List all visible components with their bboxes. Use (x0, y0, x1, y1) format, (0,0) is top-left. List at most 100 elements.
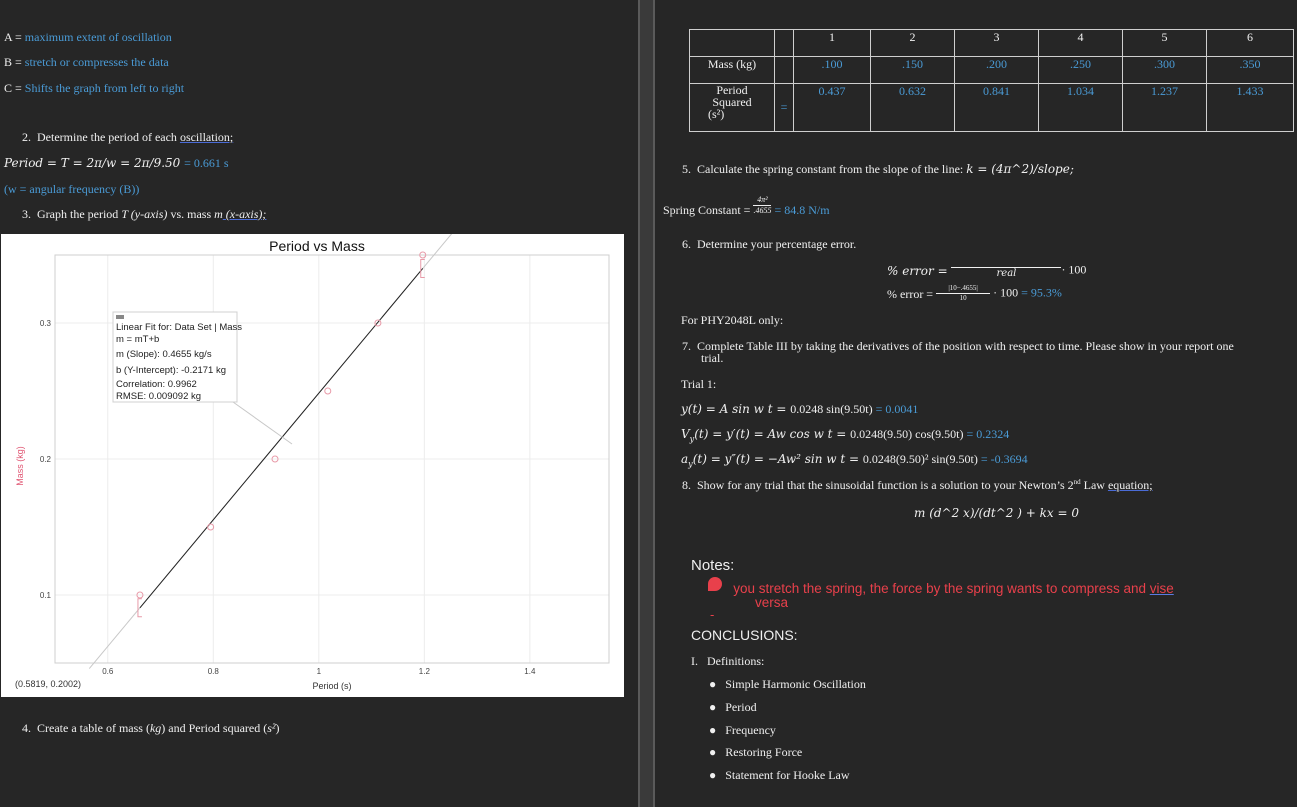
period-vs-mass-chart[interactable]: Period vs Mass 0.1 0.2 0.3 0.6 0.8 1 1.2 1.4 M… (1, 225, 624, 697)
fit-box-handle-icon[interactable] (116, 315, 124, 319)
bullet-item: ● Simple Harmonic Oscillation (709, 677, 866, 691)
table-header-cell: 3 (954, 29, 1039, 57)
table-cell: .100 (793, 56, 871, 84)
table-header-cell: 5 (1122, 29, 1207, 57)
row-label-line: Period (716, 83, 748, 97)
table-cell: .150 (870, 56, 955, 84)
table-corner-cell (689, 29, 775, 57)
row-label-line: Squared (712, 95, 752, 109)
mass-period-table: 1 2 3 4 5 6 Mass (kg) .100 .150 .200 .25… (689, 29, 1294, 132)
table-cell: .200 (954, 56, 1039, 84)
table-row: Mass (kg) .100 .150 .200 .250 .300 .350 (689, 56, 1294, 84)
error-denominator: 10 (959, 294, 967, 302)
data-point (271, 455, 279, 463)
bullet-item: ● Period (709, 700, 757, 714)
def-b: B = stretch or compresses the data (4, 55, 169, 69)
table-cell: 0.841 (954, 83, 1039, 132)
question-4: 4. Create a table of mass (kg) and Perio… (22, 721, 280, 735)
x-tick-label: 0.6 (102, 667, 114, 676)
table-cell: .300 (1122, 56, 1207, 84)
spring-numerator: 4π² (753, 195, 772, 206)
table-header-cell: 6 (1206, 29, 1294, 57)
right-page: 1 2 3 4 5 6 Mass (kg) .100 .150 .200 .25… (655, 0, 1297, 807)
data-point (419, 251, 427, 259)
table-header-cell: 4 (1038, 29, 1123, 57)
data-point (374, 319, 382, 327)
table-row-label: Mass (kg) (689, 56, 775, 84)
row-label-line: (s²) (708, 107, 725, 121)
fit-box-line: m (Slope): 0.4655 kg/s (116, 349, 212, 360)
table-eq-sign: = (774, 83, 794, 132)
note-1-cont: versa (755, 595, 789, 610)
bullet-item: ● Frequency (709, 723, 776, 737)
definitions-heading: I. Definitions: (691, 654, 765, 668)
position-equation: y(t) = A sin w t = 0.0248 sin(9.50t) = 0… (681, 402, 919, 416)
x-tick-label: 1 (317, 667, 322, 676)
question-3: 3. Graph the period T (y-axis) vs. mass … (22, 207, 267, 221)
def-a: A = maximum extent of oscillation (4, 30, 172, 44)
error-numerator: |10−.4655| (936, 284, 991, 294)
error-calculation: % error = |10−.4655| 10 · 100 = 95.3% (887, 284, 1062, 302)
table-eq-cell (774, 29, 794, 57)
fit-guide-line (88, 225, 460, 669)
x-tick-label: 1.2 (419, 667, 431, 676)
table-eq-cell (774, 56, 794, 84)
question-6: 6. Determine your percentage error. (682, 237, 857, 251)
chart-svg: Period vs Mass 0.1 0.2 0.3 0.6 0.8 1 1.2 1.4 M… (15, 225, 610, 691)
bullet-item: ● Restoring Force (709, 745, 803, 759)
data-point (136, 591, 144, 599)
error-formula: % error = real · 100 (887, 262, 1087, 279)
plot-frame (54, 254, 610, 664)
trial-label: Trial 1: (681, 377, 717, 391)
x-tick-label: 1.4 (524, 667, 536, 676)
data-point (324, 387, 332, 395)
fit-range-bracket (420, 258, 425, 278)
table-row-label: Period Squared (s²) (689, 83, 775, 132)
fit-range-bracket (137, 598, 142, 618)
table-cell: .250 (1038, 56, 1123, 84)
page-divider (638, 0, 655, 807)
x-tick-labels: 0.6 0.8 1 1.2 1.4 (102, 667, 536, 676)
question-5: 5. Calculate the spring constant from th… (682, 162, 1074, 176)
table-header-cell: 2 (870, 29, 955, 57)
x-axis-label: Period (s) (312, 681, 351, 691)
error-denominator: real (996, 268, 1017, 279)
acceleration-equation: ay(t) = y″(t) = −Aw² sin w t = 0.0248(9.… (681, 452, 1028, 469)
table-cell: .350 (1206, 56, 1294, 84)
table-row: Period Squared (s²) = 0.437 0.632 0.841 … (689, 83, 1294, 132)
table-cell: 1.237 (1122, 83, 1207, 132)
y-tick-label: 0.1 (40, 591, 52, 600)
table-header-cell: 1 (793, 29, 871, 57)
left-page: A = maximum extent of oscillation B = st… (0, 0, 638, 807)
fit-box-leader (232, 401, 293, 445)
phy-note: For PHY2048L only: (681, 313, 784, 327)
pin-marker-icon[interactable] (708, 577, 722, 591)
y-tick-label: 0.3 (40, 319, 52, 328)
def-c: C = Shifts the graph from left to right (4, 81, 185, 95)
table-cell: 0.437 (793, 83, 871, 132)
table-cell: 0.632 (870, 83, 955, 132)
angular-frequency-note: (w = angular frequency (B)) (4, 182, 140, 196)
data-point (207, 523, 215, 531)
table-cell: 1.433 (1206, 83, 1294, 132)
spring-denominator: .4655 (753, 206, 772, 215)
question-2: 2. Determine the period of each oscillat… (22, 130, 234, 144)
fit-box-line: m = mT+b (116, 334, 159, 345)
question-8: 8. Show for any trial that the sinusoida… (682, 478, 1153, 492)
fit-box-line: Correlation: 0.9962 (116, 379, 197, 390)
y-tick-labels: 0.1 0.2 0.3 (40, 319, 52, 600)
note-2-dash: - (710, 607, 715, 622)
chart-title: Period vs Mass (269, 238, 365, 254)
fit-box-line: b (Y-Intercept): -0.2171 kg (116, 365, 226, 376)
y-axis-label: Mass (kg) (15, 446, 25, 486)
x-tick-label: 0.8 (208, 667, 220, 676)
table-header-row: 1 2 3 4 5 6 (689, 29, 1294, 57)
fit-box-line: RMSE: 0.009092 kg (116, 391, 201, 402)
table-cell: 1.034 (1038, 83, 1123, 132)
newton-equation: m (d^2 x)/(dt^2 ) + kx = 0 (914, 506, 1079, 520)
linear-fit-box[interactable]: Linear Fit for: Data Set | Mass m = mT+b… (112, 311, 242, 403)
bullet-item: ● Statement for Hooke Law (709, 768, 850, 782)
conclusions-heading: CONCLUSIONS: (691, 627, 798, 643)
question-7-cont: trial. (701, 351, 724, 365)
period-equation: Period = T = 2π/w = 2π/9.50 = 0.661 s (4, 156, 229, 170)
